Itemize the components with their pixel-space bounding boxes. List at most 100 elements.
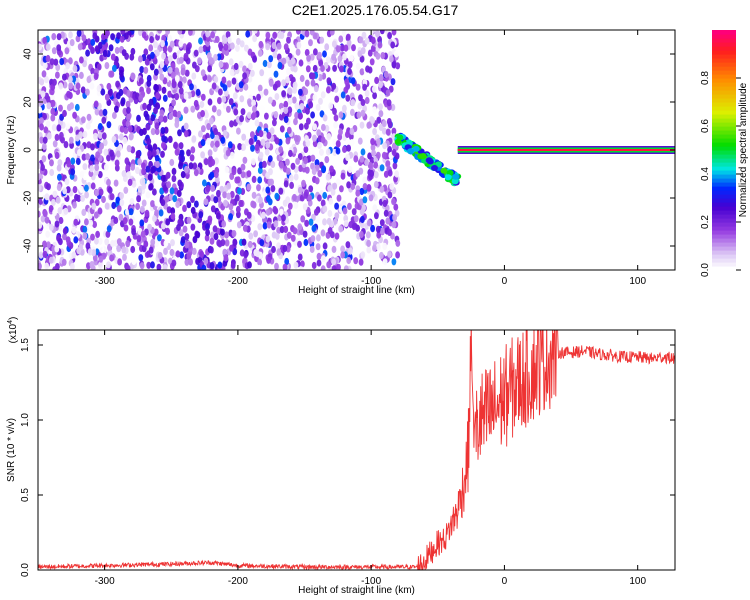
spectrogram-cell: [93, 211, 99, 219]
spectrogram-cell: [198, 130, 203, 138]
spectrogram-cell: [326, 86, 331, 94]
spectrogram-cell: [167, 90, 173, 98]
spectrogram-cell: [169, 40, 175, 48]
spectrogram-cell: [279, 226, 285, 234]
spectrogram-cell: [342, 104, 347, 112]
spectrogram-cell: [344, 78, 350, 86]
spectrogram-cell: [147, 144, 153, 152]
spectrogram-cell: [90, 182, 96, 190]
carrier-line: [457, 149, 675, 151]
spectrogram-cell: [68, 31, 73, 39]
spectrogram-cell: [42, 240, 47, 248]
spectrogram-cell: [375, 225, 381, 233]
spectrogram-cell: [144, 58, 150, 66]
spectrogram-cell: [170, 71, 176, 79]
spectrogram-cell: [154, 154, 160, 163]
colorbar-tick-label: 0.2: [700, 215, 711, 229]
spectrogram-cell: [68, 75, 73, 83]
spectrogram-cell: [46, 183, 51, 191]
spectrogram-cell: [165, 171, 171, 179]
spectrogram-cell: [143, 240, 149, 248]
spectrogram-cell: [155, 160, 161, 169]
spectrogram-cell: [316, 252, 322, 260]
spectrogram-cell: [42, 250, 48, 258]
spectrogram-cell: [329, 30, 335, 36]
spectrogram-cell: [278, 146, 284, 154]
spectrogram-cell: [44, 216, 50, 224]
spectrogram-cell: [359, 55, 365, 63]
spectrogram-cell: [167, 55, 173, 63]
spectrogram-cell: [81, 153, 87, 161]
spectrogram-cell: [320, 265, 326, 270]
spectrogram-cell: [82, 225, 88, 233]
spectrogram-cell: [160, 150, 165, 158]
spectrogram-cells: [38, 30, 675, 270]
spectrogram-cell: [136, 235, 142, 243]
spectrogram-cell: [272, 31, 278, 39]
spectrogram-cell: [186, 216, 192, 224]
spectrogram-cell: [128, 218, 134, 226]
spectrogram-cell: [298, 88, 303, 96]
spectrogram-cell: [101, 195, 106, 204]
spectrogram-cell: [44, 76, 49, 84]
spectrogram-cell: [45, 120, 51, 128]
colorbar-swatch: [712, 106, 736, 111]
x-tick-label: -200: [228, 576, 248, 587]
spectrogram-cell: [345, 241, 351, 249]
spectrogram-cell: [97, 207, 103, 215]
spectrogram-cell: [266, 256, 271, 264]
spectrogram-cell: [327, 209, 333, 218]
spectrogram-cell: [228, 58, 234, 66]
spectrogram-cell: [315, 215, 321, 223]
spectrogram-cell: [338, 225, 344, 233]
spectrogram-cell: [157, 30, 162, 34]
spectrogram-cell: [150, 200, 155, 208]
spectrogram-cell: [124, 157, 130, 165]
spectrogram-cell: [105, 30, 110, 37]
spectrogram-cell: [223, 254, 229, 262]
spectrogram-cell: [154, 127, 160, 136]
spectrogram-cell: [141, 168, 147, 176]
spectrogram-cell: [200, 151, 206, 159]
spectrogram-cell: [239, 115, 245, 123]
spectrogram-cell: [335, 178, 341, 186]
spectrogram-cell: [350, 182, 356, 191]
spectrogram-cell: [444, 174, 452, 181]
spectrogram-cell: [174, 120, 180, 129]
colorbar-swatch: [712, 166, 736, 171]
spectrogram-cell: [206, 123, 212, 131]
spectrogram-cell: [304, 219, 309, 227]
colorbar-swatch: [712, 230, 736, 235]
spectrogram-cell: [200, 69, 206, 77]
spectrogram-cell: [370, 138, 375, 146]
spectrogram-cell: [213, 196, 219, 204]
spectrogram-cell: [332, 64, 337, 72]
spectrogram-cell: [56, 164, 62, 172]
spectrogram-cell: [186, 201, 192, 209]
colorbar-tick-label: 0.8: [700, 71, 711, 85]
spectrogram-cell: [154, 84, 159, 92]
spectrogram-cell: [38, 173, 41, 181]
spectrogram-cell: [123, 224, 129, 232]
spectrogram-cell: [378, 74, 384, 82]
spectrogram-cell: [242, 65, 247, 73]
spectrogram-cell: [207, 215, 213, 223]
spectrogram-cell: [238, 199, 244, 208]
x-tick-label: 100: [629, 576, 646, 587]
spectrogram-cell: [58, 238, 63, 246]
spectrogram-cell: [145, 123, 151, 131]
spectrogram-cell: [312, 64, 318, 73]
spectrogram-cell: [103, 163, 109, 171]
spectrogram-cell: [49, 168, 55, 177]
spectrogram-cell: [158, 67, 163, 75]
spectrogram-cell: [210, 31, 216, 39]
spectrogram-cell: [64, 178, 70, 186]
spectrogram-cell: [337, 153, 343, 161]
spectrogram-cell: [297, 186, 303, 194]
spectrogram-cell: [106, 154, 111, 162]
spectrogram-cell: [257, 84, 263, 92]
spectrogram-cell: [284, 257, 290, 266]
spectrogram-cell: [194, 230, 200, 238]
colorbar-swatch: [712, 174, 736, 179]
spectrogram-cell: [125, 264, 131, 270]
